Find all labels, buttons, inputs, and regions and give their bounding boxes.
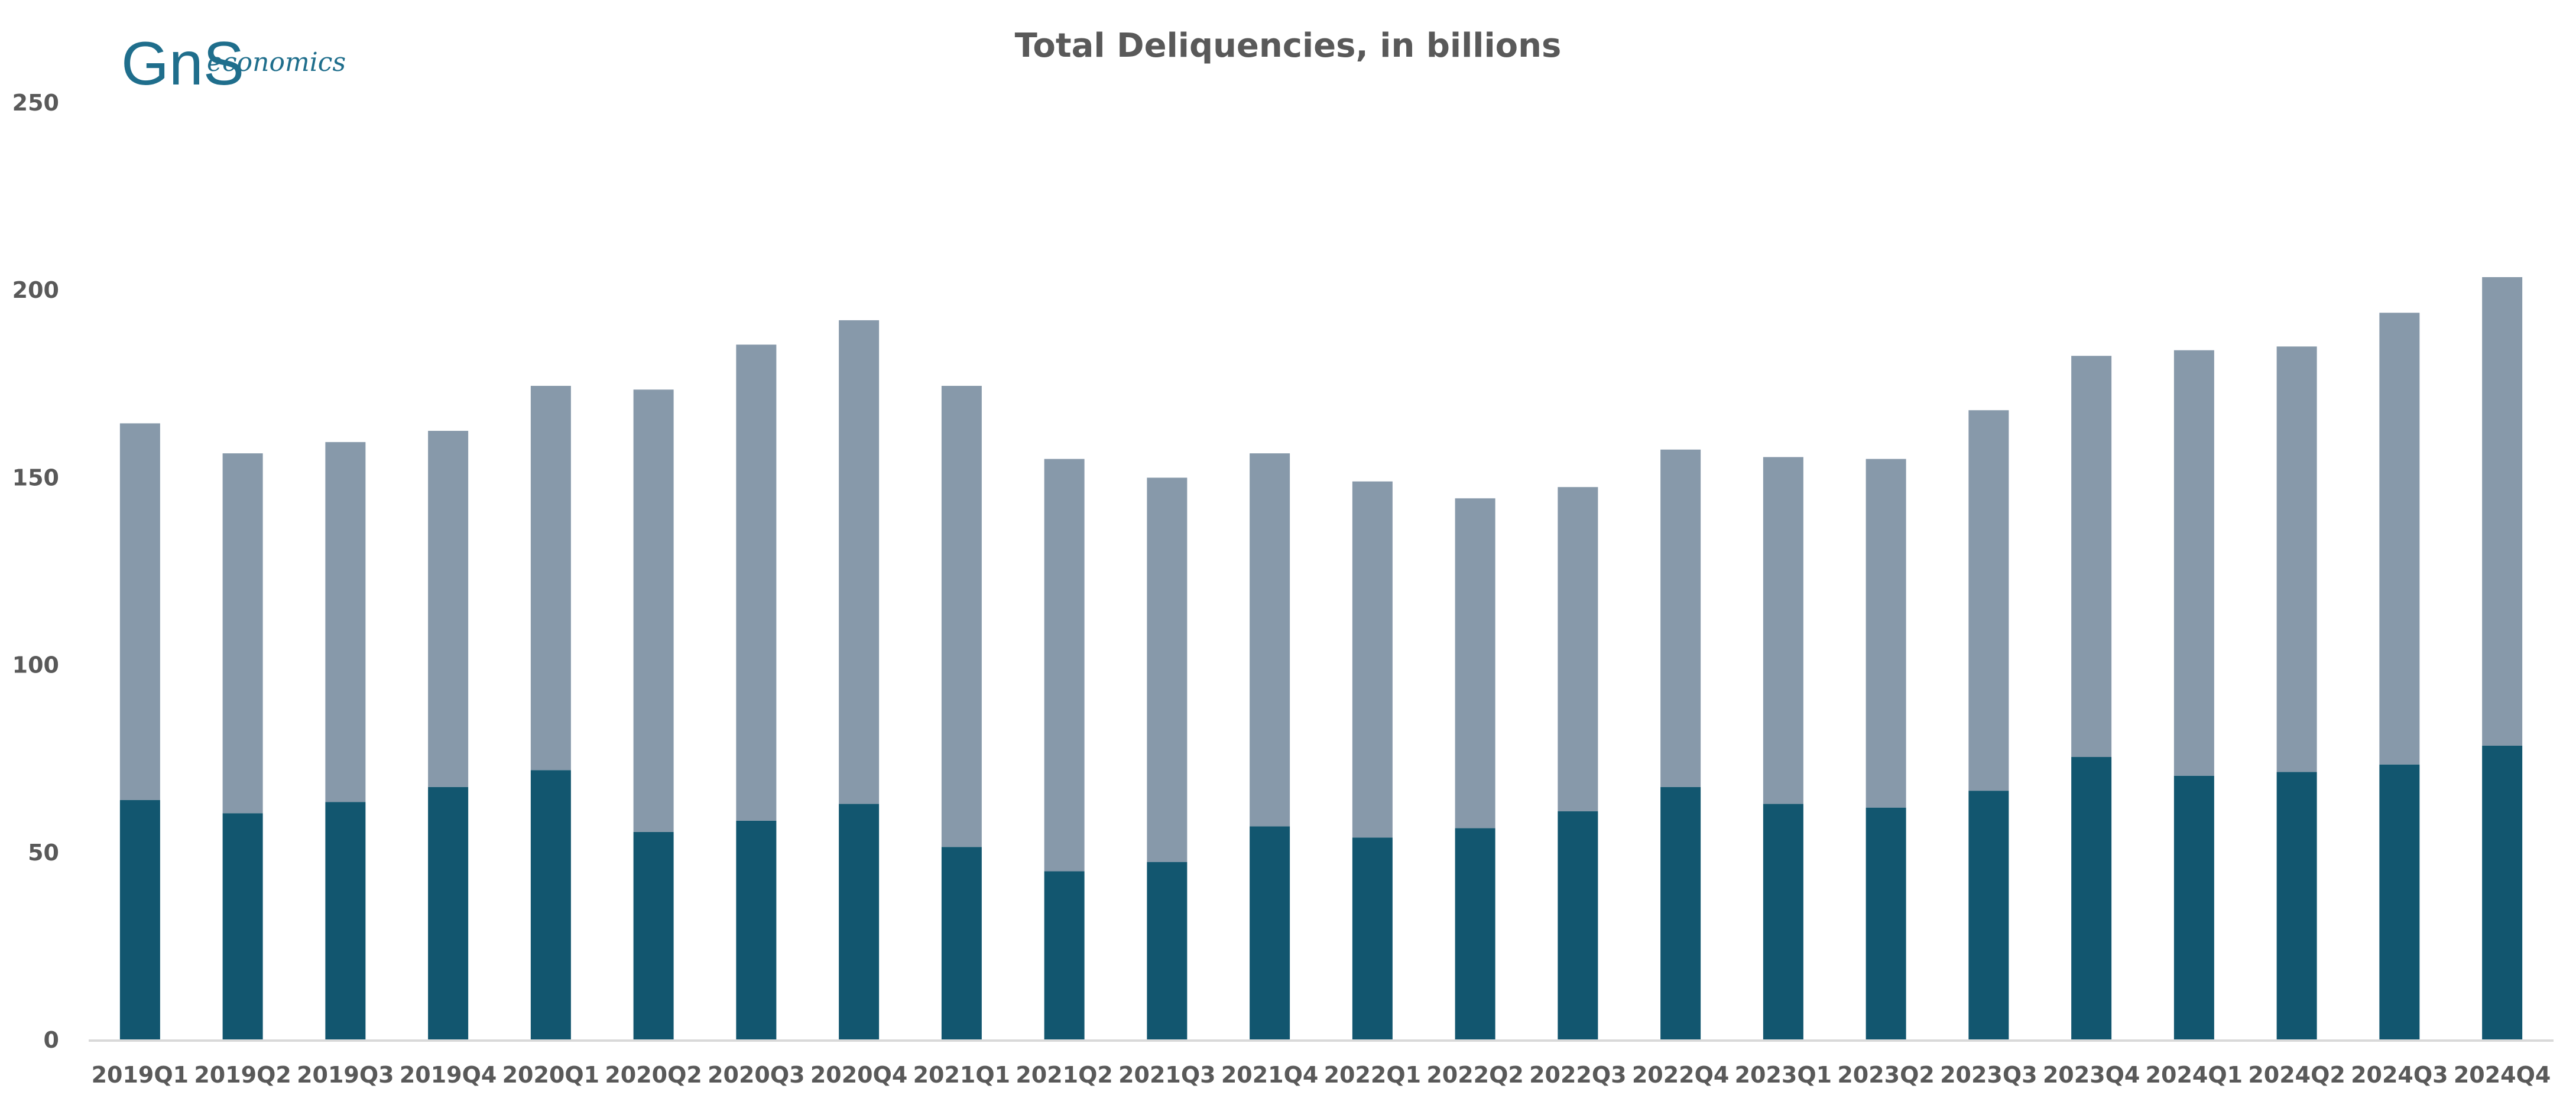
y-tick-label: 250 — [12, 90, 59, 116]
bar-segment-series-1 — [222, 813, 263, 1040]
x-tick-label: 2024Q1 — [2146, 1062, 2243, 1088]
x-axis-ticks: 2019Q1 2019Q2 2019Q3 2019Q4 2020Q1 2020Q2 2020… — [92, 1062, 2551, 1088]
y-tick-label: 200 — [12, 277, 59, 303]
x-tick-label: 2022Q1 — [1324, 1062, 1422, 1088]
x-tick-label: 2024Q3 — [2351, 1062, 2448, 1088]
x-tick-label: 2019Q4 — [400, 1062, 497, 1088]
bar-segment-series-1 — [839, 804, 880, 1040]
bar-segment-series-2 — [1968, 410, 2009, 791]
y-tick-label: 100 — [12, 652, 59, 678]
x-tick-label: 2021Q4 — [1221, 1062, 1319, 1088]
bar-segment-series-2 — [2482, 277, 2523, 746]
bar-segment-series-2 — [119, 423, 160, 800]
x-tick-label: 2024Q4 — [2454, 1062, 2551, 1088]
x-tick-label: 2023Q2 — [1837, 1062, 1935, 1088]
bar-segment-series-1 — [2482, 745, 2523, 1040]
bar-segment-series-2 — [736, 344, 777, 821]
y-tick-label: 50 — [28, 840, 59, 866]
bar-segment-series-1 — [1044, 871, 1085, 1040]
x-tick-label: 2020Q4 — [810, 1062, 908, 1088]
bar-segment-series-2 — [222, 453, 263, 814]
x-tick-label: 2023Q1 — [1735, 1062, 1832, 1088]
bar-segment-series-2 — [325, 442, 366, 802]
bar-segment-series-2 — [2379, 313, 2420, 765]
bar-segment-series-1 — [1147, 862, 1188, 1040]
bar-segment-series-1 — [736, 820, 777, 1040]
bar-segment-series-2 — [428, 431, 469, 787]
x-tick-label: 2021Q3 — [1118, 1062, 1216, 1088]
bar-segment-series-2 — [941, 385, 982, 847]
bar-segment-series-2 — [1660, 449, 1701, 787]
bar-segment-series-1 — [2379, 764, 2420, 1040]
bar-segment-series-1 — [941, 847, 982, 1040]
bar-segment-series-2 — [1147, 477, 1188, 862]
bar-segment-series-1 — [1763, 804, 1803, 1040]
bar-segment-series-2 — [1866, 459, 1906, 808]
x-tick-label: 2021Q1 — [913, 1062, 1011, 1088]
x-tick-label: 2019Q1 — [92, 1062, 189, 1088]
bar-segment-series-1 — [428, 786, 469, 1040]
x-tick-label: 2020Q3 — [708, 1062, 805, 1088]
x-tick-label: 2024Q2 — [2248, 1062, 2345, 1088]
y-tick-label: 0 — [44, 1027, 59, 1053]
bar-segment-series-2 — [2173, 350, 2214, 776]
x-tick-label: 2023Q4 — [2043, 1062, 2140, 1088]
bar-segment-series-2 — [1763, 457, 1803, 804]
x-tick-label: 2020Q1 — [502, 1062, 600, 1088]
bar-segment-series-1 — [325, 802, 366, 1040]
x-tick-label: 2022Q3 — [1529, 1062, 1627, 1088]
bar-segment-series-1 — [1455, 828, 1495, 1040]
x-tick-label: 2019Q3 — [297, 1062, 394, 1088]
bar-segment-series-1 — [1866, 807, 1906, 1040]
bar-segment-series-2 — [1352, 481, 1393, 838]
bar-segment-series-2 — [1558, 487, 1598, 812]
bars — [119, 277, 2523, 1040]
bar-segment-series-1 — [2276, 772, 2317, 1040]
x-tick-label: 2022Q4 — [1632, 1062, 1730, 1088]
bar-segment-series-2 — [530, 385, 571, 771]
bar-segment-series-1 — [1250, 826, 1290, 1040]
bar-segment-series-1 — [2071, 757, 2112, 1040]
bar-segment-series-1 — [2173, 775, 2214, 1040]
y-axis-ticks: 0 50 100 150 200 250 — [12, 90, 59, 1053]
chart-title: Total Deliquencies, in billions — [1015, 27, 1562, 65]
bar-segment-series-1 — [1352, 837, 1393, 1040]
bar-segment-series-2 — [2071, 356, 2112, 758]
bar-segment-series-1 — [119, 800, 160, 1040]
bar-segment-series-1 — [633, 831, 674, 1040]
bar-segment-series-2 — [1250, 453, 1290, 827]
x-tick-label: 2023Q3 — [1940, 1062, 2038, 1088]
bar-segment-series-2 — [1044, 459, 1085, 872]
bar-segment-series-2 — [1455, 498, 1495, 828]
bar-segment-series-2 — [839, 320, 880, 804]
x-tick-label: 2021Q2 — [1016, 1062, 1113, 1088]
bar-segment-series-1 — [530, 770, 571, 1040]
x-tick-label: 2022Q2 — [1426, 1062, 1524, 1088]
bar-segment-series-2 — [633, 389, 674, 832]
bar-segment-series-1 — [1660, 786, 1701, 1040]
logo-mark: GnS — [121, 30, 244, 98]
logo-tagline: economics — [207, 47, 346, 77]
bar-segment-series-2 — [2276, 346, 2317, 772]
y-tick-label: 150 — [12, 464, 59, 490]
bar-segment-series-1 — [1968, 791, 2009, 1040]
gns-economics-logo: GnS economics — [121, 30, 346, 98]
x-tick-label: 2020Q2 — [605, 1062, 702, 1088]
bar-segment-series-1 — [1558, 811, 1598, 1040]
x-tick-label: 2019Q2 — [194, 1062, 291, 1088]
